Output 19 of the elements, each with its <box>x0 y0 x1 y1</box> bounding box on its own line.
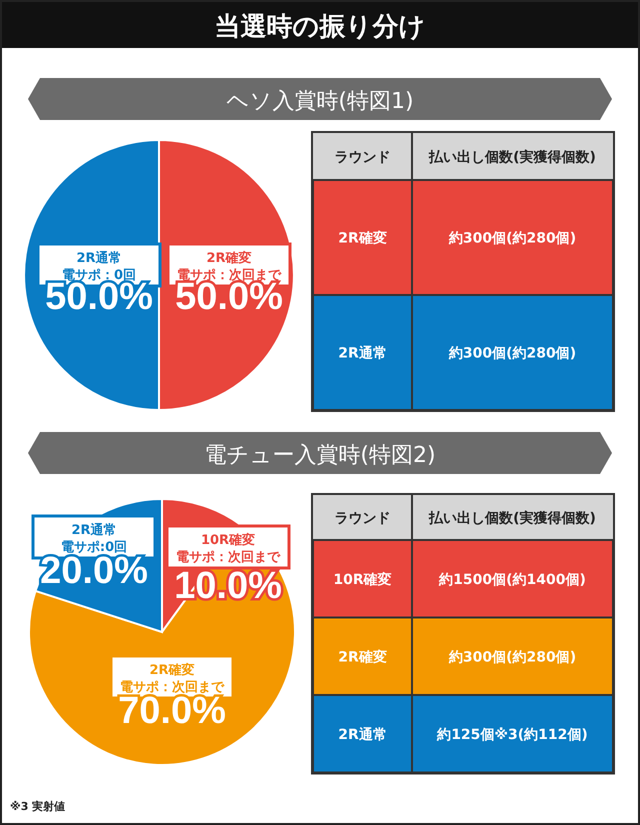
text: 約300個(約280個) <box>448 346 576 362</box>
text: 約1500個(約1400個) <box>438 572 586 588</box>
text: 払い出し個数(実獲得個数) <box>428 148 596 166</box>
text: 約125個※3(約112個) <box>436 726 588 743</box>
text: 2R通常 <box>338 726 387 743</box>
chart-title: 電チュー入賞時(特図2) <box>204 443 436 468</box>
text: 2R通常 <box>338 344 387 362</box>
text: 10R確変 <box>333 570 392 588</box>
text: ラウンド <box>334 150 390 166</box>
chart-title: 当選時の振り分け <box>214 12 426 42</box>
slice-label: 10R確変電サポ：次回まで <box>176 532 281 565</box>
text: 約300個(約280個) <box>448 230 576 246</box>
text: 約300個(約280個) <box>448 649 576 666</box>
text: 2R確変 <box>338 230 387 246</box>
text: 2R確変 <box>338 648 387 666</box>
chart-subtitle: ヘソ入賞時(特図1) <box>226 89 414 114</box>
text: 払い出し個数(実獲得個数) <box>428 510 596 526</box>
text: ラウンド <box>334 510 390 526</box>
text: ※3 実射値 <box>10 800 66 813</box>
